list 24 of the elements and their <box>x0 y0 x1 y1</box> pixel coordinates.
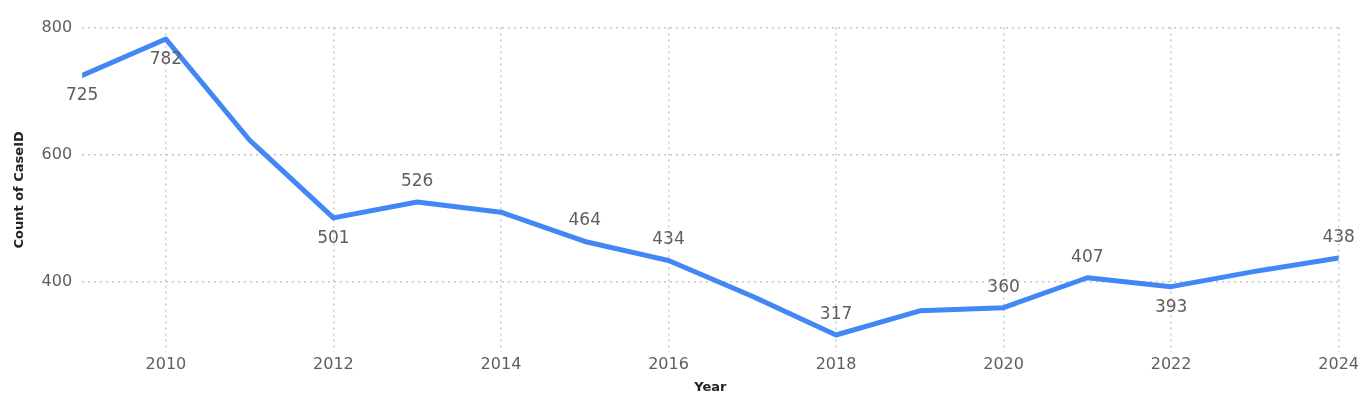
x-axis-title: Year <box>693 378 728 394</box>
data-label: 725 <box>65 84 99 105</box>
data-label: 438 <box>1322 225 1355 246</box>
data-label: 501 <box>317 226 350 247</box>
data-label: 407 <box>1071 245 1104 266</box>
data-label: 317 <box>819 302 853 323</box>
x-tick-label: 2012 <box>313 353 354 373</box>
y-tick-label: 600 <box>41 144 73 164</box>
x-tick-label: 2016 <box>648 353 689 373</box>
x-tick-label: 2024 <box>1318 353 1359 373</box>
x-tick-label: 2020 <box>983 353 1024 373</box>
y-axis-title: Count of CaseID <box>11 131 27 249</box>
x-tick-label: 2018 <box>815 353 857 373</box>
x-tick-label: 2022 <box>1150 353 1192 373</box>
y-tick-label: 400 <box>41 271 73 291</box>
x-tick-label: 2010 <box>145 353 187 373</box>
data-label: 393 <box>1154 295 1188 316</box>
x-tick-label: 2014 <box>480 353 522 373</box>
y-tick-label: 800 <box>41 16 73 36</box>
data-label: 464 <box>568 209 601 230</box>
data-label: 526 <box>400 169 434 190</box>
data-label: 434 <box>652 228 685 249</box>
data-label: 782 <box>149 47 183 68</box>
data-label: 360 <box>987 275 1020 296</box>
